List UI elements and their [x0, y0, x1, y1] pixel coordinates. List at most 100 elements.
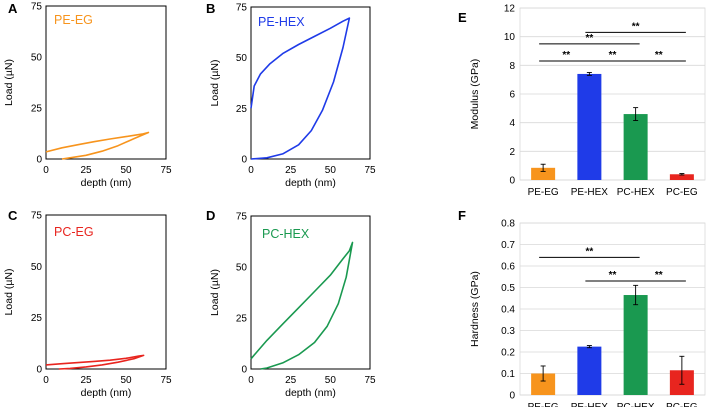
panel-b-series-label: PE-HEX — [258, 15, 305, 29]
panel-e-plot-area — [519, 7, 706, 181]
panel-b-letter: B — [206, 1, 215, 16]
panel-e-bar — [669, 174, 694, 180]
panel-f-ytick: 0 — [509, 391, 515, 402]
panel-e-ytick: 12 — [504, 4, 516, 15]
panel-f-ytick: 0.3 — [501, 326, 515, 337]
panel-f-category-label: PE-HEX — [571, 402, 609, 407]
panel-e-ytick: 8 — [509, 61, 515, 72]
panel-e-bar — [623, 114, 648, 180]
panel-c-xlabel: depth (nm) — [81, 387, 132, 399]
panel-b-ytick: 50 — [236, 53, 248, 64]
panel-f-category-label: PE-EG — [528, 402, 559, 407]
panel-d-ytick: 75 — [236, 212, 248, 223]
panel-e-significance-label: ** — [609, 50, 617, 61]
panel-c-ytick: 75 — [31, 211, 43, 222]
panel-e-significance-label: ** — [562, 50, 570, 61]
panel-a-xtick: 0 — [43, 165, 49, 176]
panel-f-category-label: PC-HEX — [617, 402, 655, 407]
panel-e-bar — [577, 73, 602, 180]
panel-c-letter: C — [8, 208, 18, 223]
panel-f-letter: F — [458, 208, 466, 223]
panel-a-ytick: 0 — [36, 155, 42, 166]
panel-f-bar — [623, 295, 648, 395]
panel-a-xtick: 25 — [80, 165, 92, 176]
panel-b-xtick: 50 — [325, 165, 337, 176]
panel-c-xtick: 25 — [80, 375, 92, 386]
panel-e-letter: E — [458, 10, 467, 25]
panel-e-ytick: 6 — [509, 90, 515, 101]
panel-e-ylabel: Modulus (GPa) — [469, 59, 481, 130]
panel-a-xlabel: depth (nm) — [81, 177, 132, 189]
panel-e-category-label: PE-EG — [528, 187, 559, 198]
panel-c-frame — [45, 214, 167, 370]
panel-e-ytick: 4 — [509, 118, 515, 129]
panel-b-frame — [250, 6, 371, 160]
panel-c-ytick: 0 — [36, 365, 42, 376]
panel-a-xtick: 75 — [160, 165, 172, 176]
panel-a-frame — [45, 5, 167, 160]
panel-b-curve — [250, 17, 351, 160]
panel-b-xlabel: depth (nm) — [285, 177, 336, 189]
panel-f-bar — [531, 373, 556, 395]
panel-f-significance-label: ** — [609, 270, 617, 281]
panel-e-significance-label: ** — [585, 33, 593, 44]
panel-f-ytick: 0.6 — [501, 262, 515, 273]
panel-e-bar — [531, 167, 556, 180]
panel-a-ytick: 50 — [31, 53, 43, 64]
panel-d-ytick: 0 — [241, 365, 247, 376]
panel-d-series-label: PC-HEX — [262, 227, 310, 241]
panel-b-xtick: 0 — [248, 165, 254, 176]
panel-d-ytick: 25 — [236, 314, 248, 325]
panel-d-ylabel: Load (µN) — [209, 269, 221, 316]
panel-f-ytick: 0.2 — [501, 348, 515, 359]
panel-d-ytick: 50 — [236, 263, 248, 274]
panel-d-xtick: 50 — [325, 375, 337, 386]
panel-d-curve — [250, 241, 354, 370]
panel-a-ytick: 25 — [31, 104, 43, 115]
panel-c-xtick: 50 — [120, 375, 132, 386]
panel-f-significance-label: ** — [655, 270, 663, 281]
panel-c-ytick: 25 — [31, 313, 43, 324]
panel-d-xtick: 0 — [248, 375, 254, 386]
panel-a-series-label: PE-EG — [54, 13, 93, 27]
panel-e-ytick: 10 — [504, 32, 516, 43]
panel-c-xtick: 75 — [160, 375, 172, 386]
panel-d-frame — [250, 215, 371, 370]
panel-b-ytick: 25 — [236, 104, 248, 115]
panel-d-letter: D — [206, 208, 215, 223]
panel-d-xtick: 25 — [285, 375, 297, 386]
panel-b-xtick: 75 — [364, 165, 376, 176]
panel-e-category-label: PC-HEX — [617, 187, 655, 198]
panel-b-ytick: 75 — [236, 3, 248, 14]
panel-d-xtick: 75 — [364, 375, 376, 386]
panel-c-ytick: 50 — [31, 262, 43, 273]
panel-b-ytick: 0 — [241, 155, 247, 166]
panel-a-ylabel: Load (µN) — [3, 59, 15, 106]
panel-b-xtick: 25 — [285, 165, 297, 176]
panel-d-xlabel: depth (nm) — [285, 387, 336, 399]
panel-e-significance-label: ** — [632, 21, 640, 32]
panel-c-xtick: 0 — [43, 375, 49, 386]
panel-b-ylabel: Load (µN) — [209, 60, 221, 107]
panel-f-plot-area — [519, 222, 706, 396]
panel-e-significance-label: ** — [655, 50, 663, 61]
panel-f-ytick: 0.7 — [501, 240, 515, 251]
panel-c-ylabel: Load (µN) — [3, 269, 15, 316]
panel-f-ytick: 0.1 — [501, 369, 515, 380]
panel-a-xtick: 50 — [120, 165, 132, 176]
panel-f-ylabel: Hardness (GPa) — [469, 271, 481, 347]
panel-e-category-label: PE-HEX — [571, 187, 609, 198]
panel-f-ytick: 0.5 — [501, 283, 515, 294]
panel-c-curve — [45, 354, 145, 370]
panel-e-ytick: 0 — [509, 176, 515, 187]
panel-a-letter: A — [8, 1, 18, 16]
panel-f-ytick: 0.8 — [501, 219, 515, 230]
panel-f-bar — [577, 346, 602, 395]
panel-e-ytick: 2 — [509, 147, 515, 158]
panel-a-ytick: 75 — [31, 2, 43, 13]
panel-c-series-label: PC-EG — [54, 225, 94, 239]
panel-e-category-label: PC-EG — [666, 187, 698, 198]
panel-f-category-label: PC-EG — [666, 402, 698, 407]
